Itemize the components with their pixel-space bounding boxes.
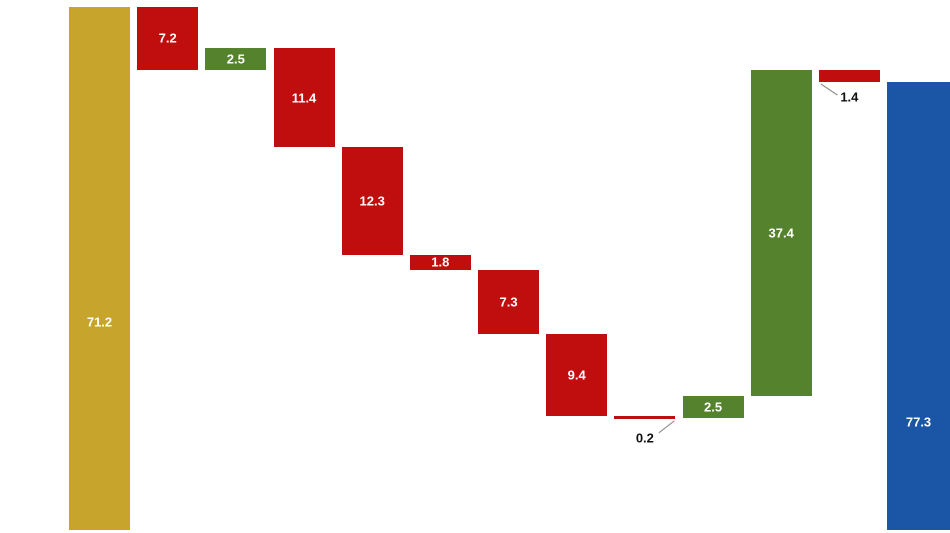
bar-value-label: 7.3: [499, 294, 518, 310]
bar-value-label: 1.4: [840, 89, 859, 105]
waterfall-bar-increase: [682, 395, 744, 418]
bar-value-label: 37.4: [768, 225, 794, 241]
waterfall-bar-increase: [205, 47, 267, 70]
bar-value-label: 7.2: [158, 30, 177, 46]
label-leader-line: [658, 420, 675, 434]
waterfall-bar-decrease: [409, 254, 471, 271]
bar-value-label: 0.2: [635, 430, 654, 446]
waterfall-bar-decrease: [614, 415, 676, 419]
bar-value-label: 2.5: [226, 51, 245, 67]
waterfall-bar-decrease: [818, 69, 880, 82]
waterfall-bar-start: [69, 7, 130, 530]
bar-value-label: 71.2: [86, 314, 113, 330]
waterfall-bar-end: [887, 81, 950, 530]
waterfall-bar-decrease: [478, 270, 540, 334]
bar-value-label: 12.3: [359, 193, 385, 209]
bar-value-label: 11.4: [291, 90, 317, 106]
bar-value-label: 2.5: [703, 399, 723, 415]
waterfall-bar-increase: [750, 69, 812, 396]
waterfall-bar-decrease: [137, 7, 199, 70]
label-leader-line: [820, 83, 838, 96]
bar-value-label: 9.4: [567, 367, 586, 383]
bar-value-label: 77.3: [905, 414, 932, 430]
waterfall-bar-decrease: [546, 333, 608, 416]
waterfall-bar-decrease: [273, 47, 335, 148]
waterfall-bar-decrease: [341, 147, 403, 255]
bar-value-label: 1.8: [431, 254, 450, 270]
